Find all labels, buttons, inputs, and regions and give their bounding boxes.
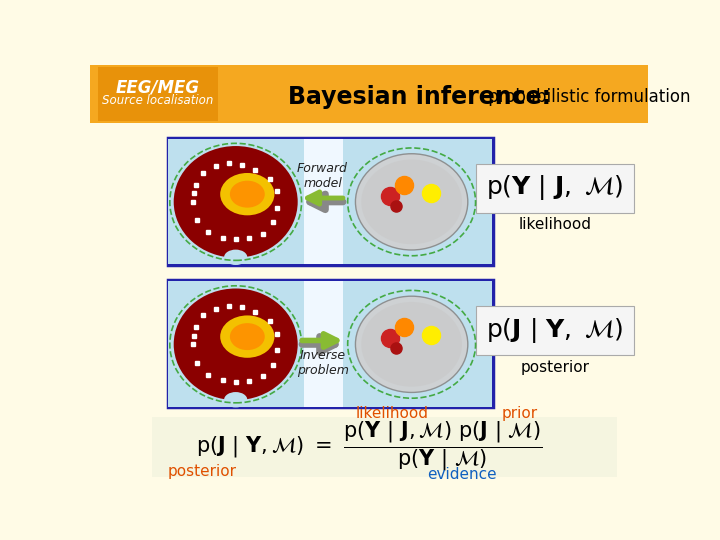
Bar — [98, 67, 218, 121]
Bar — [168, 281, 304, 407]
Text: prior: prior — [502, 406, 538, 421]
Text: $\mathrm{p}(\mathbf{J}\ |\ \mathbf{Y},\ \mathcal{M})$: $\mathrm{p}(\mathbf{J}\ |\ \mathbf{Y},\ … — [486, 316, 624, 345]
Ellipse shape — [230, 323, 265, 350]
Text: EEG/MEG: EEG/MEG — [115, 79, 199, 97]
Ellipse shape — [356, 154, 468, 250]
Bar — [168, 138, 493, 265]
Bar — [90, 65, 648, 123]
Ellipse shape — [356, 296, 468, 393]
Bar — [304, 281, 343, 407]
Ellipse shape — [174, 288, 297, 400]
Ellipse shape — [220, 315, 274, 358]
Text: $\mathrm{p}(\mathbf{Y}\ |\ \mathbf{J},\ \mathcal{M})$: $\mathrm{p}(\mathbf{Y}\ |\ \mathbf{J},\ … — [486, 173, 624, 202]
Bar — [152, 417, 617, 477]
Bar — [343, 139, 492, 264]
Ellipse shape — [230, 181, 265, 208]
Ellipse shape — [361, 302, 462, 387]
Bar — [343, 281, 492, 407]
Text: evidence: evidence — [427, 467, 497, 482]
Text: Bayesian inference:: Bayesian inference: — [287, 85, 551, 109]
Text: Source localisation: Source localisation — [102, 94, 213, 107]
Text: likelihood: likelihood — [356, 406, 428, 421]
Text: likelihood: likelihood — [518, 218, 592, 232]
Ellipse shape — [174, 146, 297, 258]
Text: Inverse
problem: Inverse problem — [297, 349, 348, 377]
Text: posterior: posterior — [521, 360, 590, 375]
Bar — [168, 280, 493, 408]
Text: posterior: posterior — [168, 464, 237, 479]
Bar — [168, 139, 304, 264]
Text: Forward
model: Forward model — [297, 163, 348, 191]
Text: $\mathrm{p}(\mathbf{J}\ |\ \mathbf{Y},\mathcal{M})\ =\ \dfrac{\mathrm{p}(\mathbf: $\mathrm{p}(\mathbf{J}\ |\ \mathbf{Y},\m… — [196, 420, 542, 474]
Ellipse shape — [224, 249, 248, 265]
Text: probabilistic formulation: probabilistic formulation — [483, 88, 690, 106]
Bar — [304, 139, 343, 264]
Ellipse shape — [220, 173, 274, 215]
Ellipse shape — [361, 159, 462, 244]
Ellipse shape — [224, 392, 248, 408]
